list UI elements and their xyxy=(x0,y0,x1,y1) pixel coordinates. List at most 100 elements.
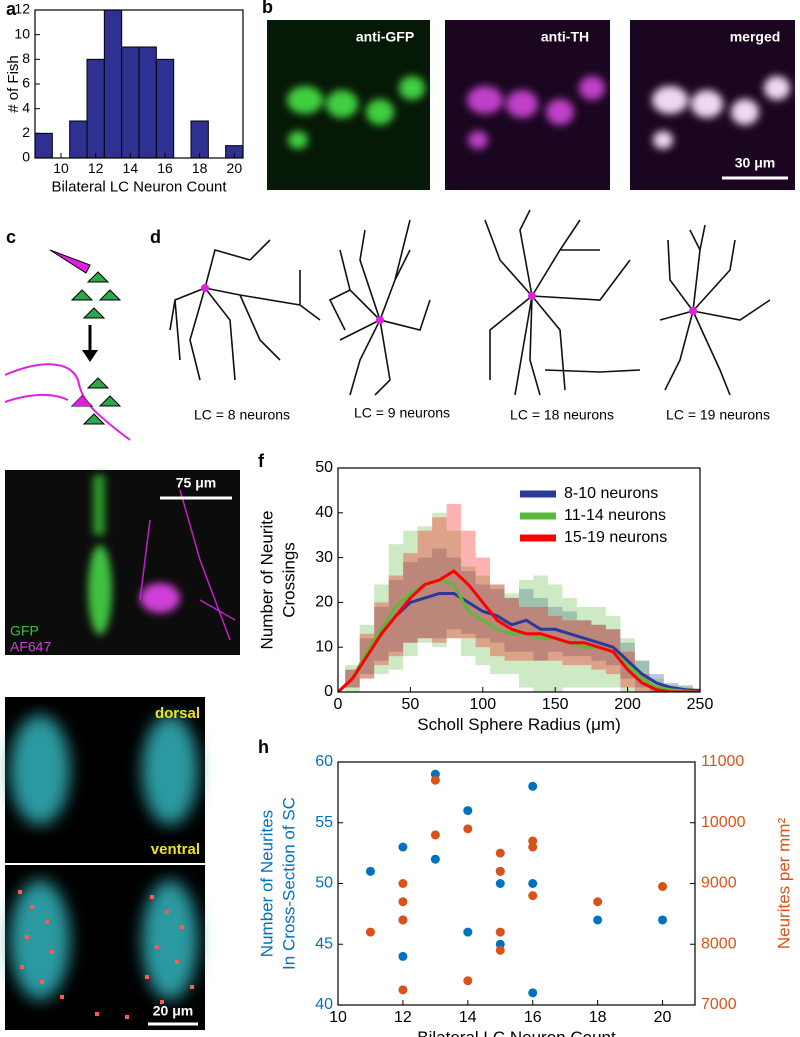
point xyxy=(528,879,538,888)
y-tick-label: 10 xyxy=(315,638,333,655)
x-tick-label: 10 xyxy=(53,160,69,176)
x-tick-label: 100 xyxy=(469,696,496,713)
point xyxy=(495,866,505,876)
y-tick-label: 30 xyxy=(315,549,333,566)
y-axis-label: # of Fish xyxy=(5,55,22,113)
y-axis-label: In Cross-Section of SC xyxy=(279,797,298,970)
x-tick-label: 16 xyxy=(157,160,173,176)
axes-frame xyxy=(337,467,701,693)
y-tick-label: 50 xyxy=(315,459,333,476)
point xyxy=(398,985,408,995)
neuron-label: LC = 9 neurons xyxy=(354,405,450,421)
x-axis-label: Bilateral LC Neuron Count xyxy=(51,178,227,195)
neuron-label: LC = 19 neurons xyxy=(666,407,770,423)
bar xyxy=(155,58,175,159)
x-tick-label: 18 xyxy=(192,160,208,176)
point xyxy=(430,854,440,864)
channel-label: anti-TH xyxy=(541,29,589,45)
point xyxy=(495,927,505,937)
point xyxy=(495,879,505,888)
point xyxy=(463,806,473,816)
x-tick-label: 12 xyxy=(88,160,104,176)
x-tick-label: 16 xyxy=(524,1009,542,1026)
y2-tick-label: 8000 xyxy=(701,935,737,952)
panel-label: d xyxy=(150,227,161,247)
panel-label: b xyxy=(262,0,273,17)
point xyxy=(463,927,473,937)
x-tick-label: 50 xyxy=(402,696,420,713)
y-axis-label: Crossings xyxy=(279,542,298,618)
x-tick-label: 14 xyxy=(459,1009,477,1026)
point xyxy=(528,842,538,852)
point xyxy=(528,988,538,998)
y2-tick-label: 9000 xyxy=(701,875,737,892)
x-axis-label: Scholl Sphere Radius (μm) xyxy=(417,715,621,734)
point xyxy=(398,915,408,925)
micrograph-gfp xyxy=(267,20,430,190)
y2-tick-label: 7000 xyxy=(701,996,737,1013)
x-tick-label: 250 xyxy=(687,696,714,713)
point xyxy=(430,830,440,840)
plot-area xyxy=(338,503,700,692)
point xyxy=(658,882,668,892)
micrograph-merged xyxy=(630,20,795,190)
neuron-tracings xyxy=(169,209,771,396)
channel-label: merged xyxy=(730,29,781,45)
y-tick-label: 60 xyxy=(315,753,333,770)
legend-label: 11-14 neurons xyxy=(564,507,666,524)
point xyxy=(463,824,473,834)
y-tick-label: 0 xyxy=(324,683,333,700)
x-tick-label: 150 xyxy=(542,696,569,713)
bar xyxy=(69,120,88,159)
bar xyxy=(86,58,105,159)
point xyxy=(430,775,440,785)
point xyxy=(398,842,408,852)
panel-label: a xyxy=(6,0,17,19)
point xyxy=(398,897,408,907)
orientation-label: dorsal xyxy=(155,705,200,722)
micrograph-th xyxy=(445,20,610,190)
y-axis-label: Number of Neurites xyxy=(257,810,276,957)
micrograph-e xyxy=(5,470,240,655)
legend-label: 15-19 neurons xyxy=(564,529,667,546)
point xyxy=(463,976,473,986)
point xyxy=(528,891,538,901)
channel-label: anti-GFP xyxy=(356,29,414,45)
y2-tick-label: 11000 xyxy=(701,753,744,770)
x-tick-label: 20 xyxy=(227,160,243,176)
x-tick-label: 12 xyxy=(394,1009,412,1026)
y-tick-label: 12 xyxy=(14,1,30,17)
series-line xyxy=(338,569,700,692)
point xyxy=(365,866,375,876)
y-axis-label: Number of Neurite xyxy=(257,511,276,650)
x-tick-label: 10 xyxy=(329,1009,347,1026)
orientation-label: ventral xyxy=(151,841,200,858)
point xyxy=(495,848,505,858)
scale-bar-label: 75 μm xyxy=(176,475,216,491)
bar xyxy=(190,120,209,159)
x-axis-label: Bilateral LC Neuron Count xyxy=(417,1028,616,1037)
y-tick-label: 4 xyxy=(22,99,30,115)
bar xyxy=(34,132,53,159)
axes-frame xyxy=(337,761,696,1006)
x-tick-label: 200 xyxy=(614,696,641,713)
point xyxy=(593,897,603,907)
panel-label: h xyxy=(258,737,269,757)
y-tick-label: 0 xyxy=(22,149,30,165)
legend-label: 8-10 neurons xyxy=(564,485,658,502)
y2-tick-label: 10000 xyxy=(701,814,746,831)
y-tick-label: 55 xyxy=(315,814,333,831)
x-tick-label: 20 xyxy=(654,1009,672,1026)
y-tick-label: 8 xyxy=(22,50,30,66)
schematic xyxy=(4,249,131,441)
point xyxy=(398,879,408,888)
point xyxy=(398,951,408,961)
series-line xyxy=(338,578,700,692)
y-tick-label: 6 xyxy=(22,75,30,91)
micrograph-g xyxy=(5,697,205,1030)
panel-label: c xyxy=(6,227,16,247)
y-tick-label: 40 xyxy=(315,996,333,1013)
bar xyxy=(103,9,123,159)
